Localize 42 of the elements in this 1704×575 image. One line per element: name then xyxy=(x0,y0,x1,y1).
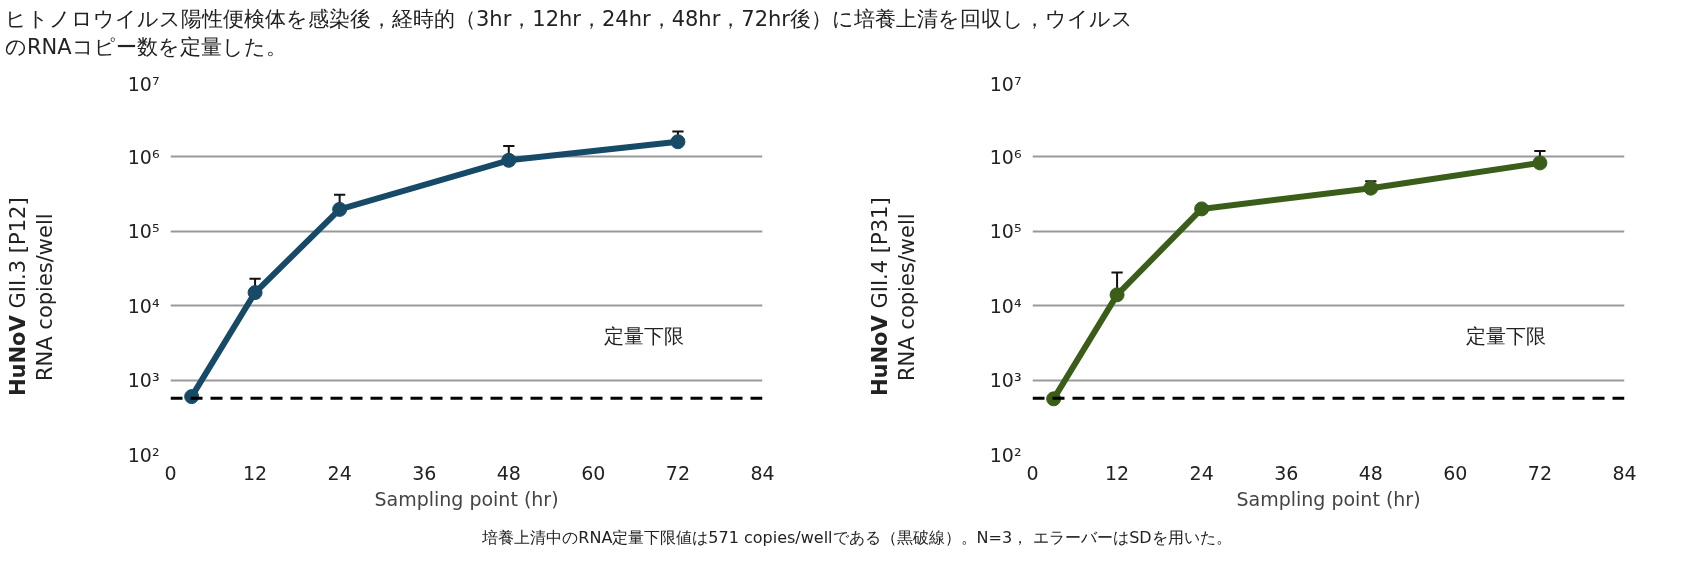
chart-title: ヒトノロウイルス陽性便検体を感染後，経時的（3hr，12hr，24hr，48hr，72hr後）に培養上清を回収し，ウイルスのRNAコピー数を定量した。 xyxy=(5,6,1134,61)
point xyxy=(247,285,263,301)
x-tick-label: 12 xyxy=(242,461,268,484)
y-tick-label: 10⁷ xyxy=(127,72,160,95)
y-tick-label: 10⁴ xyxy=(127,294,160,317)
y-tick-label: 10³ xyxy=(989,369,1022,392)
x-tick-label: 48 xyxy=(496,461,521,484)
x-axis-title: Sampling point (hr) xyxy=(374,487,559,510)
x-tick-label: 60 xyxy=(581,461,606,484)
x-tick-label: 60 xyxy=(1443,461,1468,484)
point xyxy=(501,152,517,168)
x-tick-label: 48 xyxy=(1358,461,1383,484)
x-tick-label: 24 xyxy=(1189,461,1214,484)
ref-line-label: 定量下限 xyxy=(1466,324,1547,349)
y-tick-label: 10⁴ xyxy=(989,294,1022,317)
y-tick-label: 10⁷ xyxy=(989,72,1022,95)
y-tick-label: 10⁶ xyxy=(127,145,160,168)
point xyxy=(1363,180,1379,196)
x-tick-label: 0 xyxy=(164,461,177,484)
x-axis-title: Sampling point (hr) xyxy=(1236,487,1421,510)
text: 培養上清中のRNA定量下限値は571 copies/wellである（黒破線）。N=3， エラーバーはSDを用いた。 xyxy=(482,527,1232,549)
y-tick-label: 10⁵ xyxy=(127,220,160,243)
x-tick-label: 84 xyxy=(750,461,775,484)
y-tick-label: 10² xyxy=(989,443,1022,466)
x-tick-label: 72 xyxy=(665,461,691,484)
x-tick-label: 72 xyxy=(1527,461,1553,484)
x-tick-label: 12 xyxy=(1104,461,1130,484)
point xyxy=(670,134,686,150)
y-tick-label: 10⁵ xyxy=(989,220,1022,243)
y-tick-label: 10² xyxy=(127,443,160,466)
x-tick-label: 36 xyxy=(412,461,437,484)
x-tick-label: 84 xyxy=(1612,461,1637,484)
x-tick-label: 36 xyxy=(1274,461,1299,484)
y-tick-label: 10³ xyxy=(127,369,160,392)
y-tick-label: 10⁶ xyxy=(989,145,1022,168)
point xyxy=(1109,287,1125,303)
x-tick-label: 24 xyxy=(327,461,352,484)
point xyxy=(1194,201,1210,217)
x-tick-label: 0 xyxy=(1026,461,1039,484)
ref-line-label: 定量下限 xyxy=(604,324,685,349)
point xyxy=(332,201,348,217)
point xyxy=(1532,155,1548,171)
